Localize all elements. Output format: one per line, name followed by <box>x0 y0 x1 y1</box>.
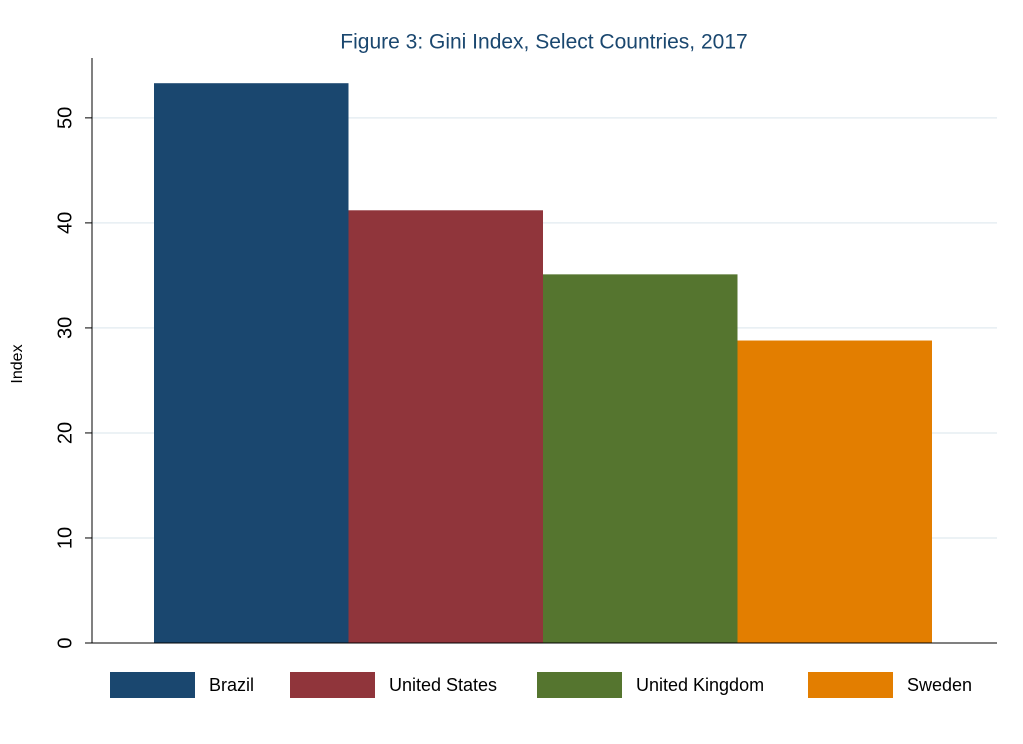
legend-swatch <box>537 672 622 698</box>
legend-label: United States <box>389 675 497 695</box>
legend-label: United Kingdom <box>636 675 764 695</box>
y-tick-label: 50 <box>54 107 76 129</box>
legend-swatch <box>110 672 195 698</box>
bar <box>543 274 738 643</box>
y-tick-label: 10 <box>54 527 76 549</box>
legend-label: Sweden <box>907 675 972 695</box>
y-tick-label: 20 <box>54 422 76 444</box>
bar <box>154 83 349 643</box>
y-tick-label: 30 <box>54 317 76 339</box>
bar <box>348 210 543 643</box>
chart-title: Figure 3: Gini Index, Select Countries, … <box>340 31 747 54</box>
y-axis-label: Index <box>9 344 26 383</box>
y-tick-label: 40 <box>54 212 76 234</box>
legend-swatch <box>290 672 375 698</box>
y-tick-label: 0 <box>54 637 76 648</box>
bar <box>737 340 932 643</box>
legend-swatch <box>808 672 893 698</box>
legend-label: Brazil <box>209 675 254 695</box>
